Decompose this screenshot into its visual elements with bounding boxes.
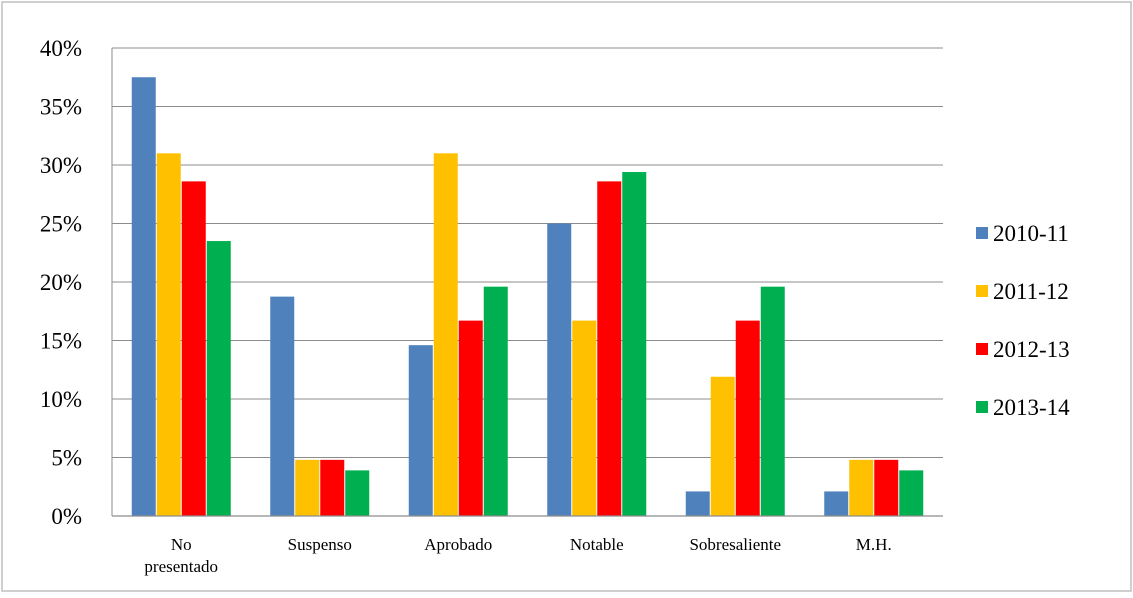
bar: [547, 223, 572, 516]
y-tick-label: 40%: [40, 36, 82, 61]
x-tick-label: No: [171, 535, 192, 554]
y-tick-label: 15%: [40, 329, 82, 354]
x-tick-label: Notable: [570, 535, 624, 554]
legend-label: 2013-14: [993, 395, 1070, 420]
bars: [131, 77, 924, 517]
y-tick-label: 35%: [40, 95, 82, 120]
y-tick-label: 30%: [40, 153, 82, 178]
y-tick-label: 20%: [40, 270, 82, 295]
axes: 0% 5% 10% 15% 20% 25% 30% 35% 40% No presentado Sus…: [40, 36, 943, 576]
legend-swatch: [976, 227, 988, 239]
bar: [345, 470, 370, 516]
legend-label: 2012-13: [993, 337, 1070, 362]
bar: [849, 459, 874, 516]
bar: [131, 77, 156, 516]
y-tick-label: 25%: [40, 212, 82, 237]
legend: 2010-11 2011-12 2012-13 2013-14: [976, 221, 1070, 420]
x-tick-label: Sobresaliente: [689, 535, 781, 554]
bar: [735, 320, 760, 516]
bar: [572, 320, 597, 516]
legend-swatch: [976, 343, 988, 355]
bar: [181, 181, 206, 516]
y-tick-label: 10%: [40, 387, 82, 412]
bar: [710, 376, 735, 516]
bar: [458, 320, 483, 516]
bar: [295, 459, 320, 516]
bar: [824, 491, 849, 516]
bar: [408, 345, 433, 516]
bar: [206, 241, 231, 517]
y-tick-label: 5%: [51, 446, 82, 471]
bar: [433, 153, 458, 517]
x-tick-label: M.H.: [856, 535, 892, 554]
bar: [874, 459, 899, 516]
x-tick-label: Suspenso: [288, 535, 352, 554]
bar: [685, 491, 710, 516]
bar: [899, 470, 924, 516]
bar: [622, 172, 647, 516]
legend-swatch: [976, 285, 988, 297]
y-tick-label: 0%: [51, 504, 82, 529]
legend-label: 2011-12: [993, 279, 1069, 304]
bar: [320, 459, 345, 516]
x-tick-label: presentado: [144, 557, 218, 576]
bar: [270, 296, 295, 516]
bar: [156, 153, 181, 517]
bar: [597, 181, 622, 516]
bar: [483, 286, 508, 516]
bar: [760, 286, 785, 516]
legend-label: 2010-11: [993, 221, 1069, 246]
legend-swatch: [976, 401, 988, 413]
x-tick-label: Aprobado: [424, 535, 492, 554]
